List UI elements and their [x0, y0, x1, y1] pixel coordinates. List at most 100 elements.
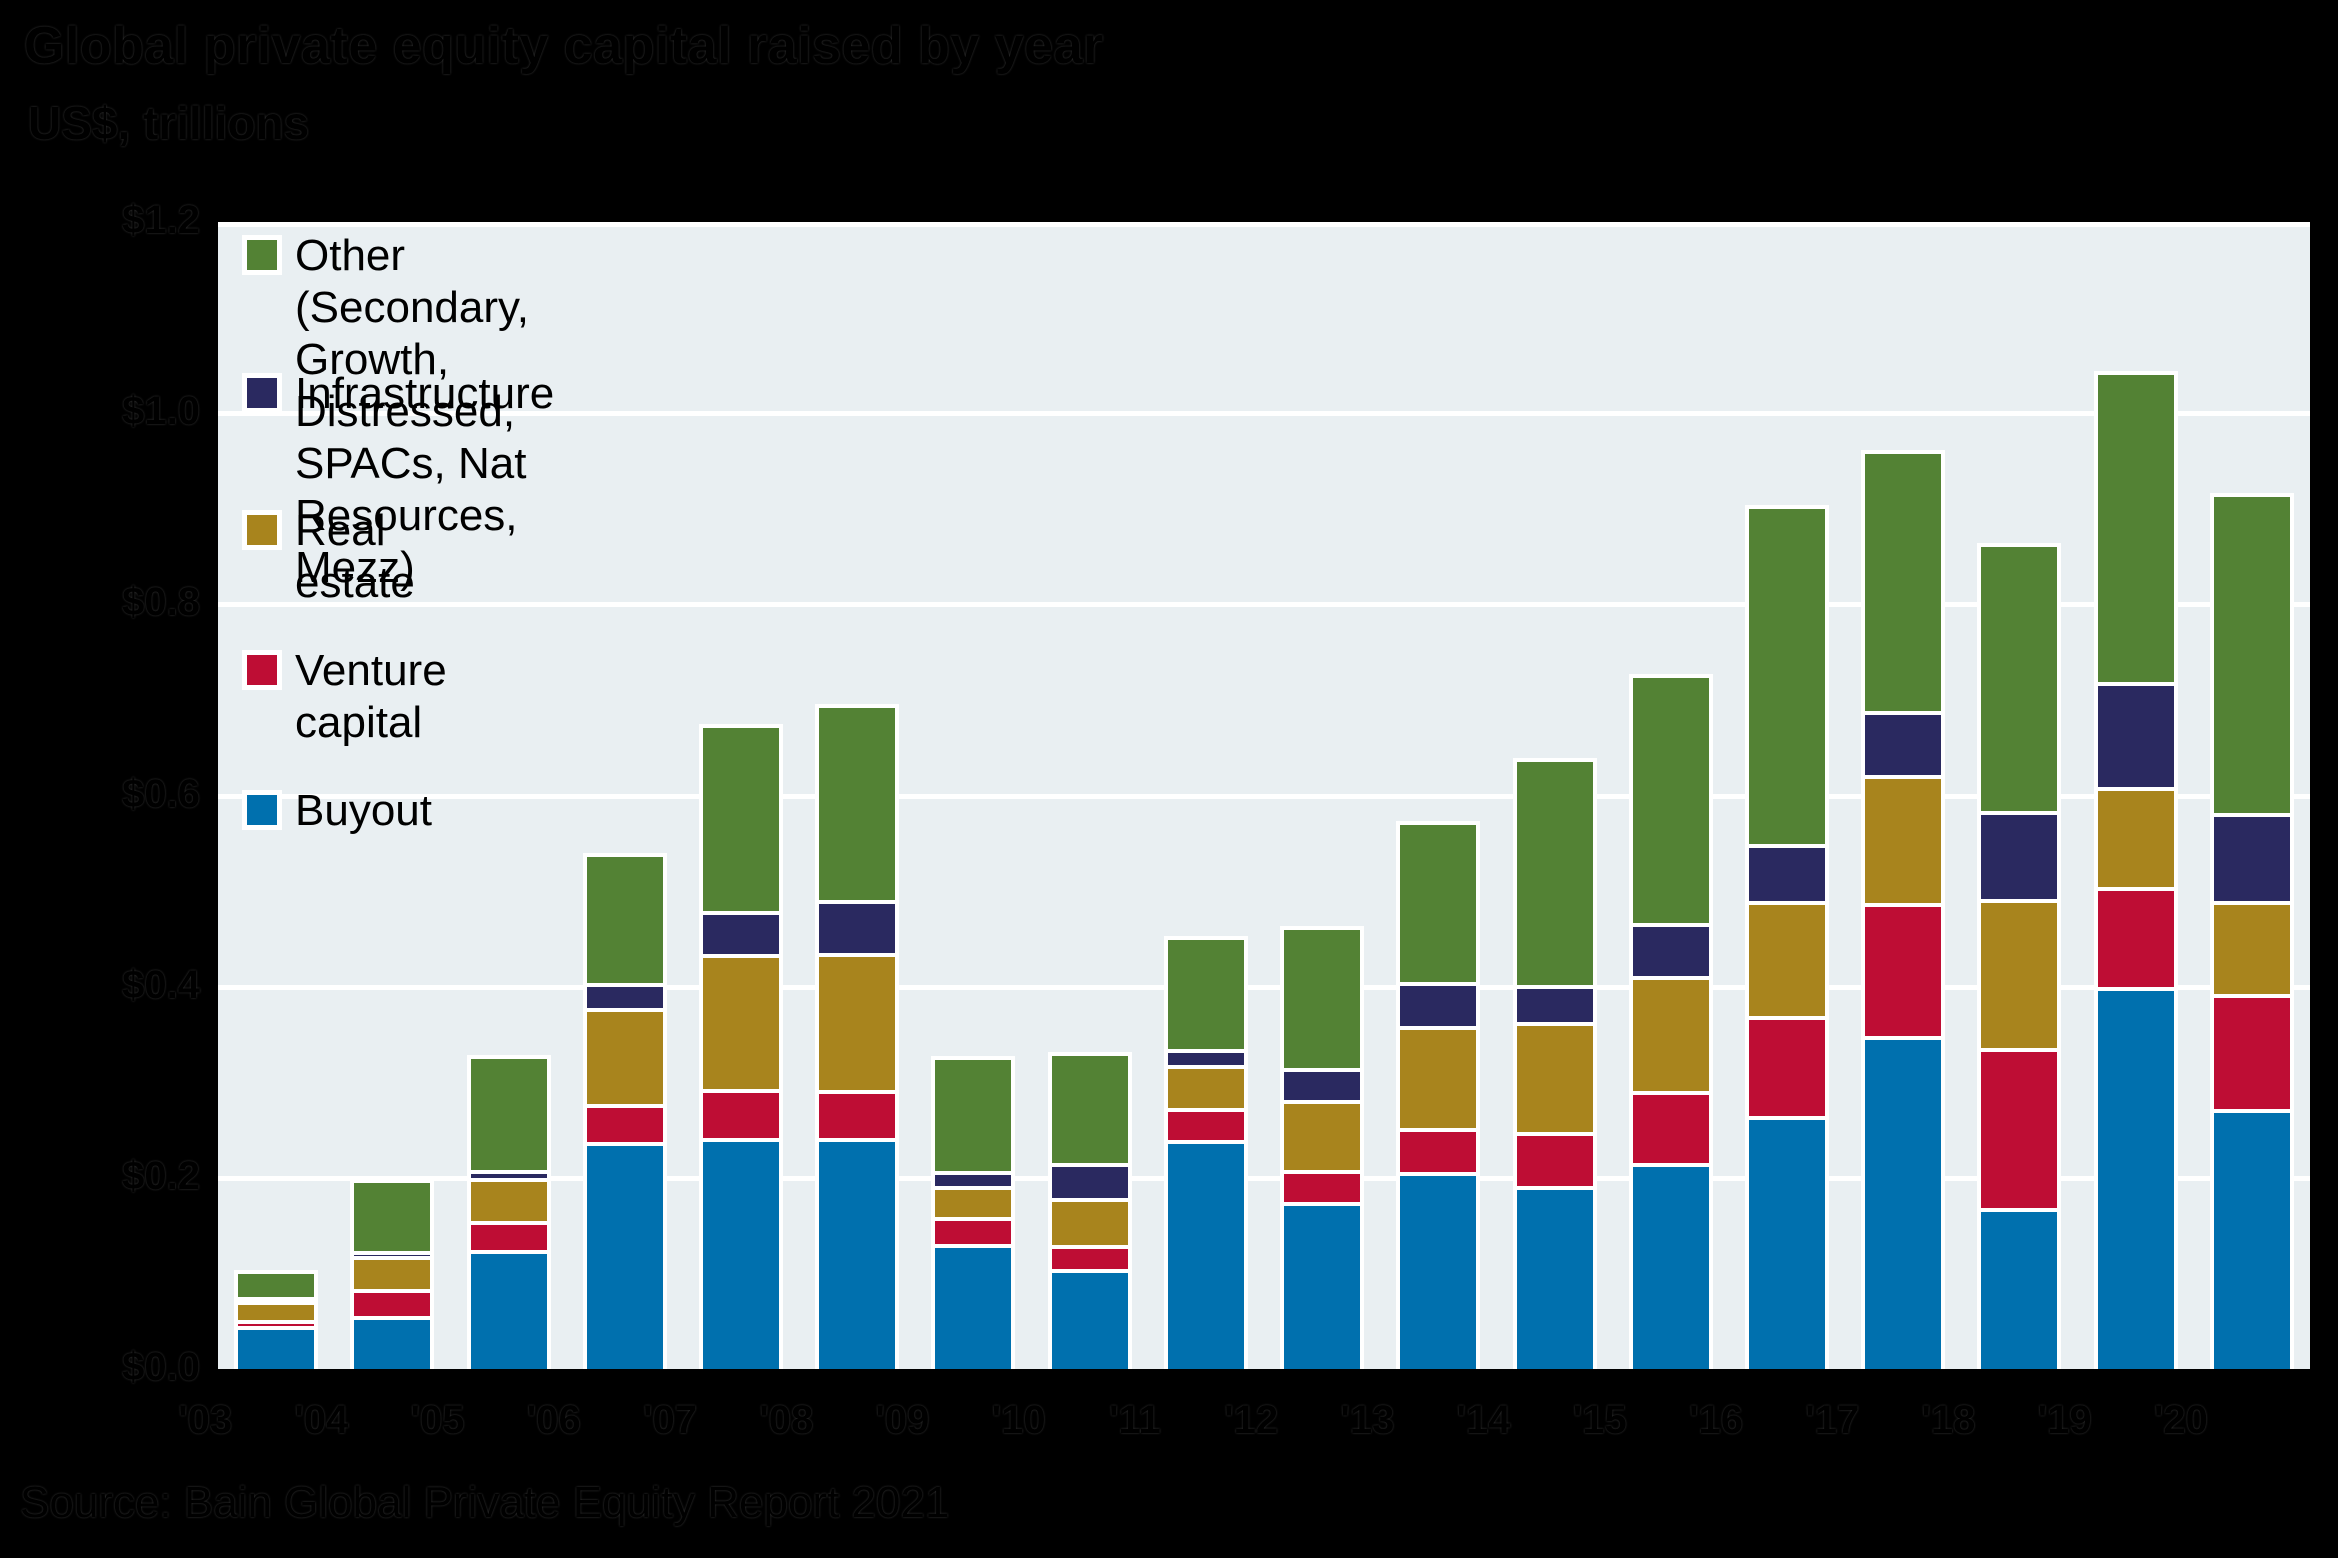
gridline	[218, 984, 2310, 990]
segment-real	[1284, 1104, 1361, 1170]
segment-buyout	[1400, 1176, 1477, 1369]
source-line: Source: Bain Global Private Equity Repor…	[20, 1478, 950, 1527]
legend-swatch-icon	[242, 510, 282, 550]
bar-20	[2209, 493, 2294, 1369]
segment-other	[1284, 930, 1361, 1068]
x-tick-label: '09	[875, 1398, 930, 1442]
segment-venture	[1632, 1095, 1709, 1163]
segment-other	[1400, 825, 1477, 982]
segment-real	[586, 1012, 663, 1104]
bar-08	[815, 704, 900, 1369]
legend-label: Other (Secondary, Growth, Distressed, SP…	[295, 231, 529, 592]
gridline	[218, 411, 2310, 417]
segment-venture	[1749, 1020, 1825, 1116]
segment-real	[935, 1190, 1012, 1217]
x-tick-label: '07	[642, 1398, 697, 1442]
bar-07	[699, 724, 783, 1369]
bar-03	[234, 1270, 319, 1369]
segment-buyout	[703, 1142, 779, 1369]
segment-venture	[1516, 1136, 1593, 1186]
bar-18	[1977, 543, 2062, 1369]
segment-other	[935, 1060, 1012, 1171]
chart-subtitle: US$, trillions	[28, 97, 310, 149]
segment-buyout	[238, 1330, 315, 1369]
y-tick-label: $0.6	[122, 771, 200, 816]
segment-real	[1981, 903, 2058, 1048]
segment-real	[703, 958, 779, 1089]
segment-other	[586, 857, 663, 983]
segment-buyout	[1865, 1040, 1942, 1369]
bar-14	[1512, 758, 1597, 1369]
x-tick-label: '17	[1805, 1398, 1860, 1442]
x-tick-label: '03	[178, 1398, 233, 1442]
segment-buyout	[1632, 1167, 1709, 1369]
legend-item-real: Real estate	[242, 505, 415, 609]
legend-label: Buyout	[295, 786, 432, 835]
segment-real	[470, 1182, 547, 1221]
x-tick-label: '20	[2153, 1398, 2208, 1442]
bar-12	[1280, 926, 1365, 1369]
segment-venture	[1400, 1132, 1477, 1172]
bar-05	[466, 1055, 551, 1369]
segment-real	[2213, 905, 2290, 994]
segment-buyout	[1167, 1144, 1244, 1369]
segment-other	[470, 1059, 547, 1170]
segment-real	[819, 957, 896, 1090]
segment-other	[1981, 547, 2058, 811]
segment-other	[1749, 509, 1825, 844]
segment-venture	[1167, 1112, 1244, 1140]
legend-item-buyout: Buyout	[242, 785, 432, 837]
x-tick-label: '12	[1224, 1398, 1279, 1442]
x-tick-label: '18	[1921, 1398, 1976, 1442]
bar-11	[1163, 936, 1248, 1369]
segment-infrastructure	[586, 987, 663, 1008]
segment-infrastructure	[1865, 715, 1942, 775]
segment-venture	[703, 1093, 779, 1138]
segment-real	[1516, 1026, 1593, 1132]
segment-infrastructure	[1051, 1167, 1128, 1198]
segment-venture	[2213, 998, 2290, 1109]
segment-real	[354, 1260, 431, 1289]
x-tick-label: '04	[294, 1398, 349, 1442]
segment-venture	[470, 1225, 547, 1250]
legend-swatch-icon	[242, 235, 282, 275]
segment-infrastructure	[2097, 686, 2174, 787]
segment-venture	[238, 1324, 315, 1326]
segment-infrastructure	[935, 1175, 1012, 1186]
segment-infrastructure	[1284, 1072, 1361, 1100]
x-tick-label: '11	[1108, 1398, 1161, 1442]
y-tick-label: $0.4	[122, 962, 200, 1007]
segment-real	[1632, 980, 1709, 1091]
segment-venture	[935, 1221, 1012, 1244]
segment-buyout	[2097, 991, 2174, 1369]
bar-06	[582, 853, 667, 1369]
legend-item-infrastructure: Infrastructure	[242, 368, 554, 420]
segment-buyout	[935, 1248, 1012, 1369]
segment-other	[1865, 454, 1942, 711]
segment-venture	[1865, 907, 1942, 1036]
bar-09	[931, 1056, 1016, 1369]
segment-other	[2213, 497, 2290, 813]
gridline	[218, 793, 2310, 799]
segment-other	[1167, 940, 1244, 1049]
segment-venture	[1284, 1174, 1361, 1202]
segment-venture	[586, 1108, 663, 1142]
segment-buyout	[2213, 1113, 2290, 1369]
x-tick-label: '19	[2037, 1398, 2092, 1442]
segment-venture	[2097, 891, 2174, 987]
bar-10	[1047, 1052, 1132, 1369]
segment-other	[1632, 678, 1709, 923]
x-tick-label: '06	[526, 1398, 581, 1442]
bar-15	[1628, 674, 1713, 1369]
x-tick-label: '05	[410, 1398, 465, 1442]
y-tick-label: $0.8	[122, 580, 200, 625]
y-tick-label: $0.0	[122, 1345, 200, 1389]
segment-infrastructure	[2213, 817, 2290, 901]
segment-venture	[819, 1094, 896, 1138]
legend-swatch-icon	[242, 650, 282, 690]
segment-other	[819, 708, 896, 900]
segment-infrastructure	[1516, 989, 1593, 1022]
segment-infrastructure	[1400, 986, 1477, 1026]
gridline	[218, 1175, 2310, 1181]
